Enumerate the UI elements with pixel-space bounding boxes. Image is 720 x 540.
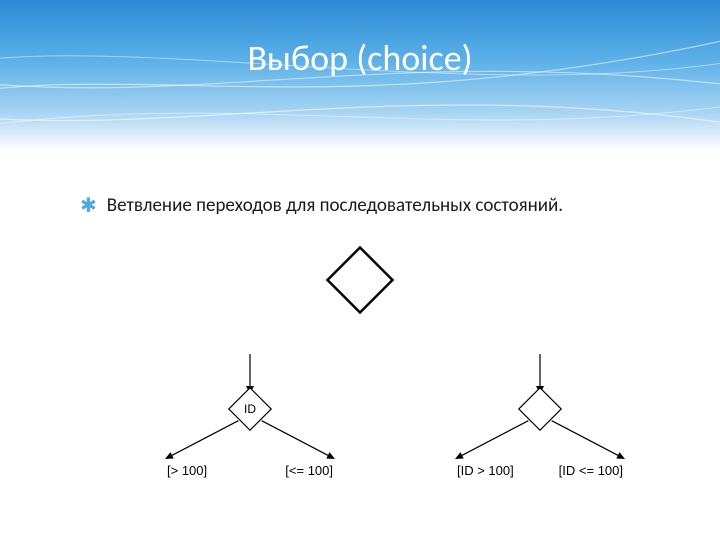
slide-title: Выбор (choice): [0, 36, 720, 80]
bullet-star-icon: ✱: [80, 194, 97, 218]
right-diagram: [ID > 100] [ID <= 100]: [400, 346, 680, 516]
left-diagram: ID [> 100] [<= 100]: [110, 346, 390, 516]
bullet-text: Ветвление переходов для последовательных…: [107, 194, 563, 218]
svg-text:ID: ID: [244, 402, 256, 416]
slide-header: Выбор (choice): [0, 0, 720, 150]
diagrams-area: ID [> 100] [<= 100] [ID > 100] [ID <= 100]: [0, 346, 720, 516]
svg-text:[<= 100]: [<= 100]: [285, 463, 333, 478]
choice-node-symbol: [320, 240, 400, 325]
svg-text:[ID > 100]: [ID > 100]: [457, 463, 514, 478]
bullet-item: ✱ Ветвление переходов для последовательн…: [80, 194, 680, 218]
svg-text:[ID <= 100]: [ID <= 100]: [559, 463, 623, 478]
svg-text:[> 100]: [> 100]: [167, 463, 207, 478]
